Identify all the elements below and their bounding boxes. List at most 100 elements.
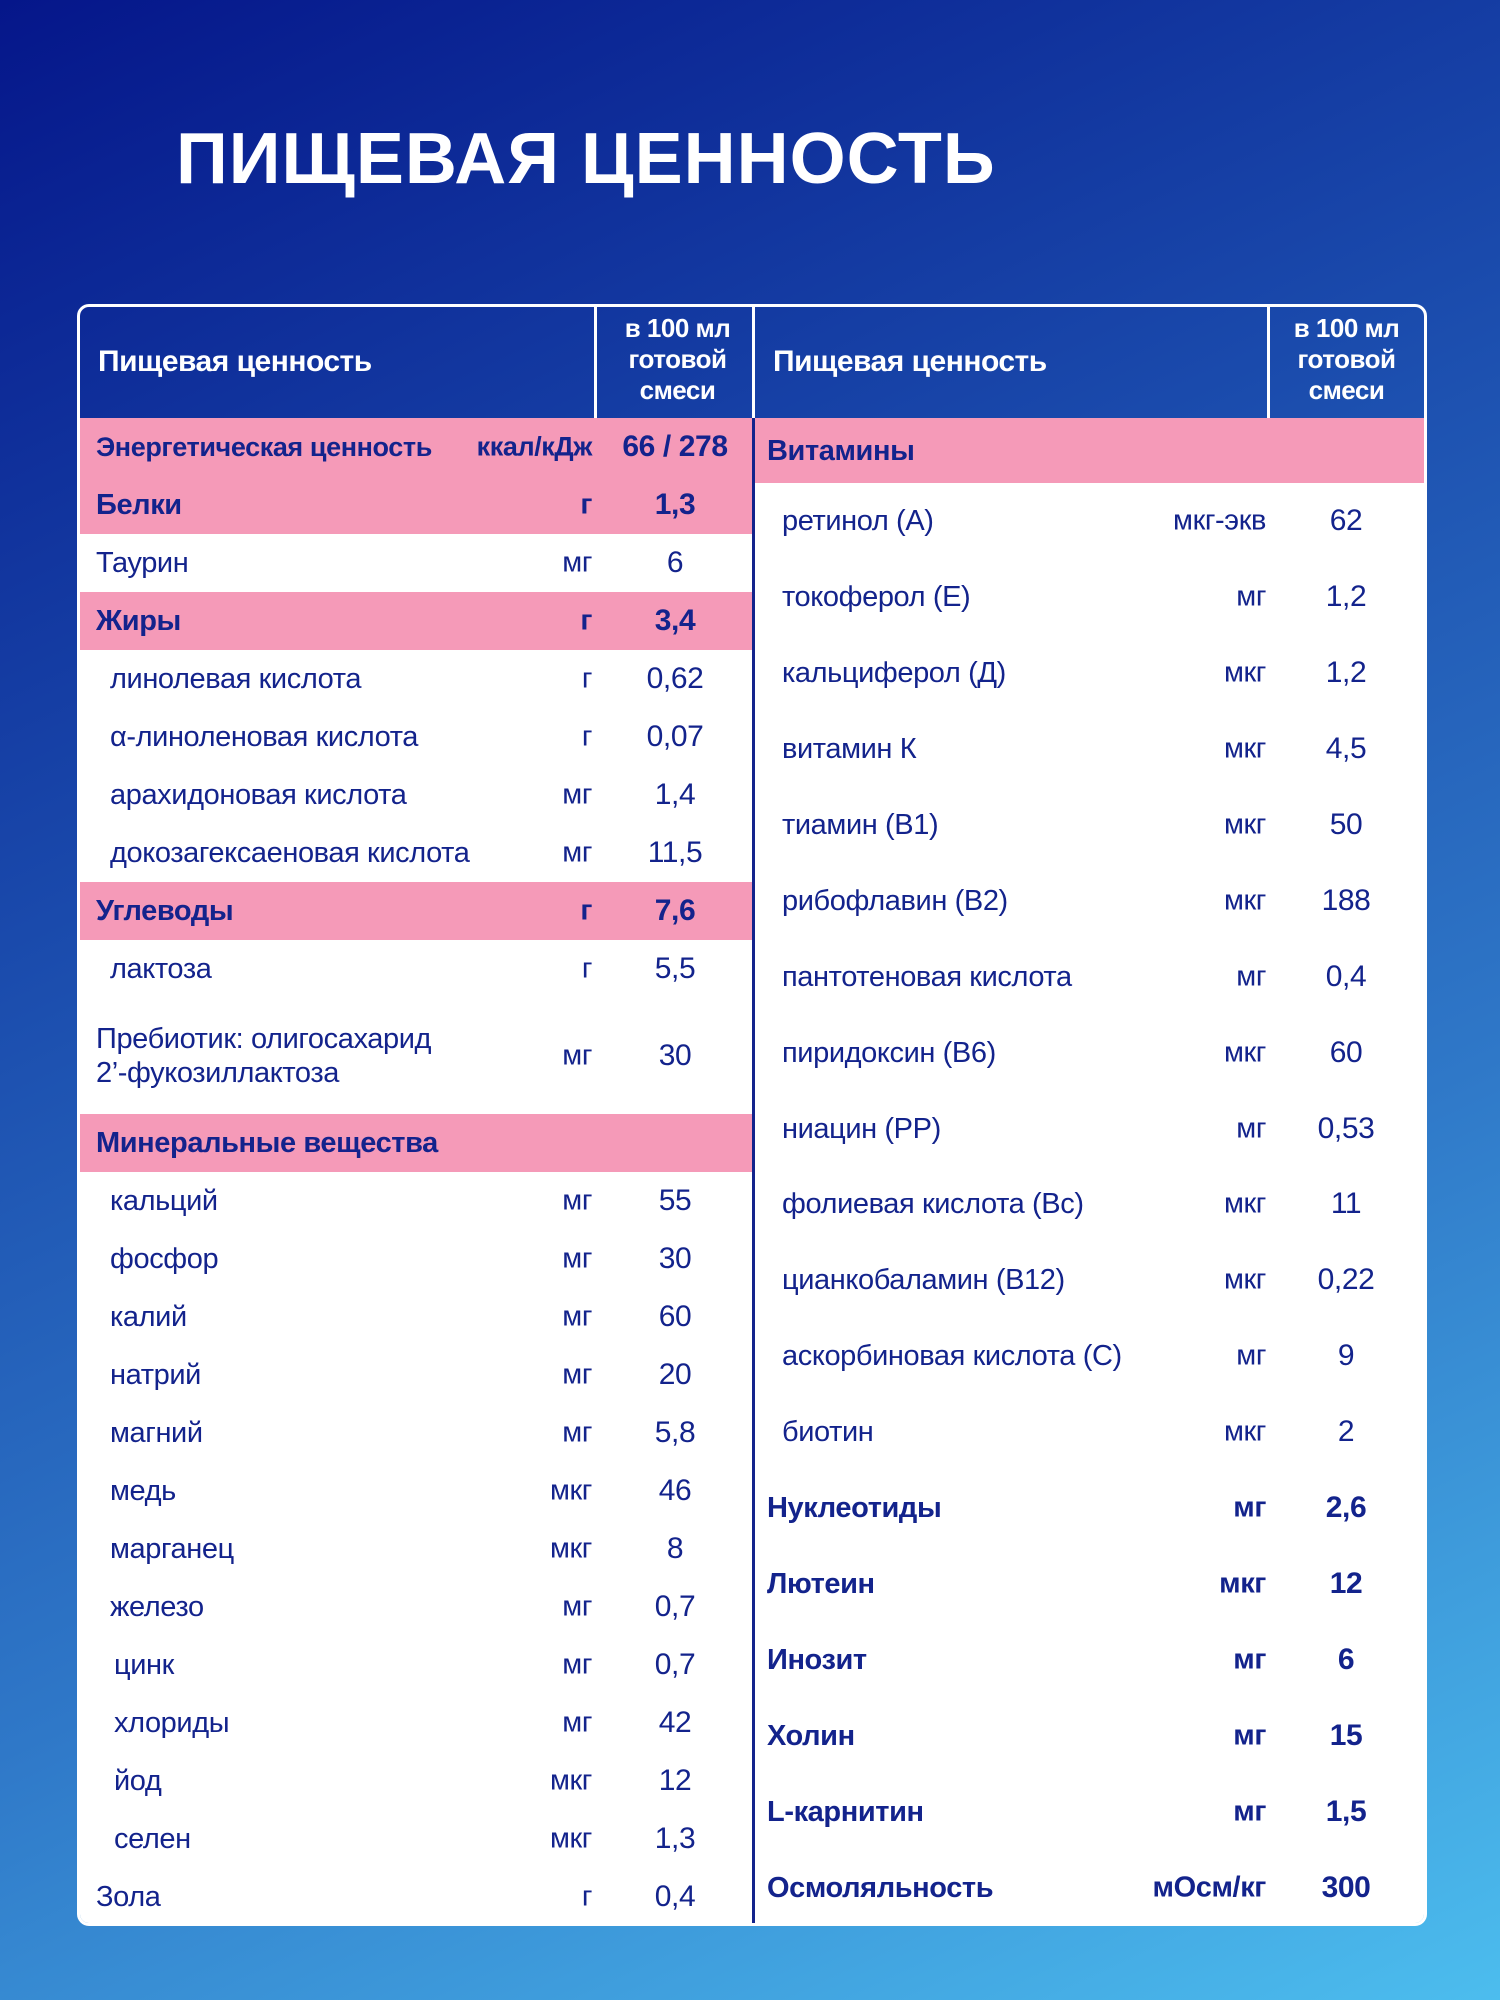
unit-label: мг [562,1648,592,1681]
nutrient-name: пиридоксин (В6) [782,1036,996,1069]
unit-label: мг [562,778,592,811]
unit-label: мкг [1223,1415,1266,1448]
table-row: Лютеин мкг 12 [755,1546,1424,1622]
right-header-per-100ml: в 100 мл готовой смеси [1269,313,1424,406]
nutrient-value: 4,5 [1325,731,1367,765]
unit-label: мг [562,1300,592,1333]
unit-label: г [581,720,593,753]
section-row: Энергетическая ценность ккал/кДж 66 / 278 [80,418,752,476]
unit-label: мОсм/кг [1152,1871,1267,1904]
table-row: Зола г 0,4 [80,1868,752,1923]
nutrient-name: тиамин (В1) [782,808,939,841]
left-header-label: Пищевая ценность [98,345,372,378]
nutrient-name: марганец [110,1533,234,1565]
table-row: магний мг 5,8 [80,1404,752,1462]
nutrient-value: 9 [1337,1339,1355,1373]
table-row: марганец мкг 8 [80,1520,752,1578]
unit-label: мг [562,1358,592,1391]
unit-label: мг [1236,960,1266,993]
table-row: аскорбиновая кислота (С) мг 9 [755,1318,1424,1394]
nutrient-value: 0,53 [1317,1111,1375,1145]
nutrient-name: калий [110,1301,187,1333]
nutrient-value: 50 [1329,807,1363,841]
nutrient-name: цианкобаламин (В12) [782,1264,1065,1297]
nutrient-value: 30 [658,1039,692,1072]
nutrient-name: кальциферол (Д) [782,656,1006,689]
nutrient-value: 2 [1337,1415,1355,1449]
nutrient-value: 7,6 [654,894,696,927]
table-row: медь мкг 46 [80,1462,752,1520]
header-line: смеси [1308,375,1385,405]
nutrient-name: цинк [114,1649,174,1681]
table-row: селен мкг 1,3 [80,1810,752,1868]
unit-label: мкг [1223,1187,1266,1220]
nutrient-name: фолиевая кислота (Вс) [782,1188,1084,1221]
nutrient-value: 11 [1330,1187,1362,1221]
header-line: в 100 мл [1293,313,1400,343]
table-row: Осмоляльность мОсм/кг 300 [755,1850,1424,1923]
unit-label: г [581,1880,593,1913]
table-row: натрий мг 20 [80,1346,752,1404]
left-header-per-100ml: в 100 мл готовой смеси [600,313,755,406]
section-row: Белки г 1,3 [80,476,752,534]
nutrient-name: аскорбиновая кислота (С) [782,1340,1122,1373]
nutrient-value: 300 [1321,1871,1371,1905]
table-row: кальций мг 55 [80,1172,752,1230]
nutrient-name: токоферол (Е) [782,580,971,613]
nutrient-value: 6 [666,546,684,579]
nutrient-name: кальций [110,1185,218,1217]
right-header-label: Пищевая ценность [773,345,1047,378]
header-line: в 100 мл [624,313,731,343]
nutrient-name: Зола [96,1881,161,1913]
nutrient-value: 11,5 [647,836,703,869]
nutrient-name: Энергетическая ценность [96,432,432,462]
unit-label: мкг [1223,884,1266,917]
unit-label: мкг [1223,656,1266,689]
unit-label: мкг [549,1474,592,1507]
nutrient-name: Лютеин [767,1568,875,1601]
header-divider [752,307,755,418]
nutrition-table: Пищевая ценность в 100 мл готовой смеси … [77,304,1427,1926]
unit-label: мг [1233,1491,1266,1524]
nutrient-name: Нуклеотиды [767,1492,942,1525]
table-row: цианкобаламин (В12) мкг 0,22 [755,1242,1424,1318]
unit-label: мг [562,1184,592,1217]
nutrient-value: 0,62 [646,662,704,695]
nutrient-value: 6 [1337,1643,1355,1677]
nutrient-value: 0,22 [1317,1263,1375,1297]
unit-label: мкг [1223,732,1266,765]
unit-label: мкг [1223,808,1266,841]
unit-label: мкг [1223,1263,1266,1296]
nutrient-name: хлориды [114,1707,230,1739]
nutrient-name: Жиры [96,605,181,637]
nutrient-name: витамин К [782,732,917,765]
header-divider [594,307,597,418]
nutrient-value: 8 [666,1532,684,1565]
unit-label: мг [1233,1795,1266,1828]
nutrient-value: 15 [1329,1719,1363,1753]
nutrient-name: рибофлавин (В2) [782,884,1008,917]
table-row: ниацин (РР) мг 0,53 [755,1091,1424,1167]
nutrient-value: 46 [658,1474,692,1507]
nutrient-value: 5,8 [654,1416,696,1449]
table-row: линолевая кислота г 0,62 [80,650,752,708]
unit-label: мг [562,1416,592,1449]
right-table-body: Витамины ретинол (А) мкг-экв 62 токоферол (Е… [755,418,1424,1923]
table-row: витамин К мкг 4,5 [755,711,1424,787]
unit-label: мкг [549,1764,592,1797]
nutrient-name: фосфор [110,1243,219,1275]
unit-label: мг [562,1242,592,1275]
table-row: цинк мг 0,7 [80,1636,752,1694]
nutrient-name: α-линоленовая кислота [110,721,419,753]
nutrient-value: 3,4 [654,604,696,637]
section-row: Минеральные вещества [80,1114,752,1172]
section-row: Витамины [755,418,1424,483]
nutrient-value: 0,4 [654,1880,696,1913]
table-row: арахидоновая кислота мг 1,4 [80,766,752,824]
table-row: Холин мг 15 [755,1698,1424,1774]
table-row: пиридоксин (В6) мкг 60 [755,1015,1424,1091]
nutrient-value: 12 [1329,1567,1363,1601]
nutrient-value: 30 [658,1242,692,1275]
table-row: биотин мкг 2 [755,1394,1424,1470]
unit-label: мг [562,1039,592,1072]
